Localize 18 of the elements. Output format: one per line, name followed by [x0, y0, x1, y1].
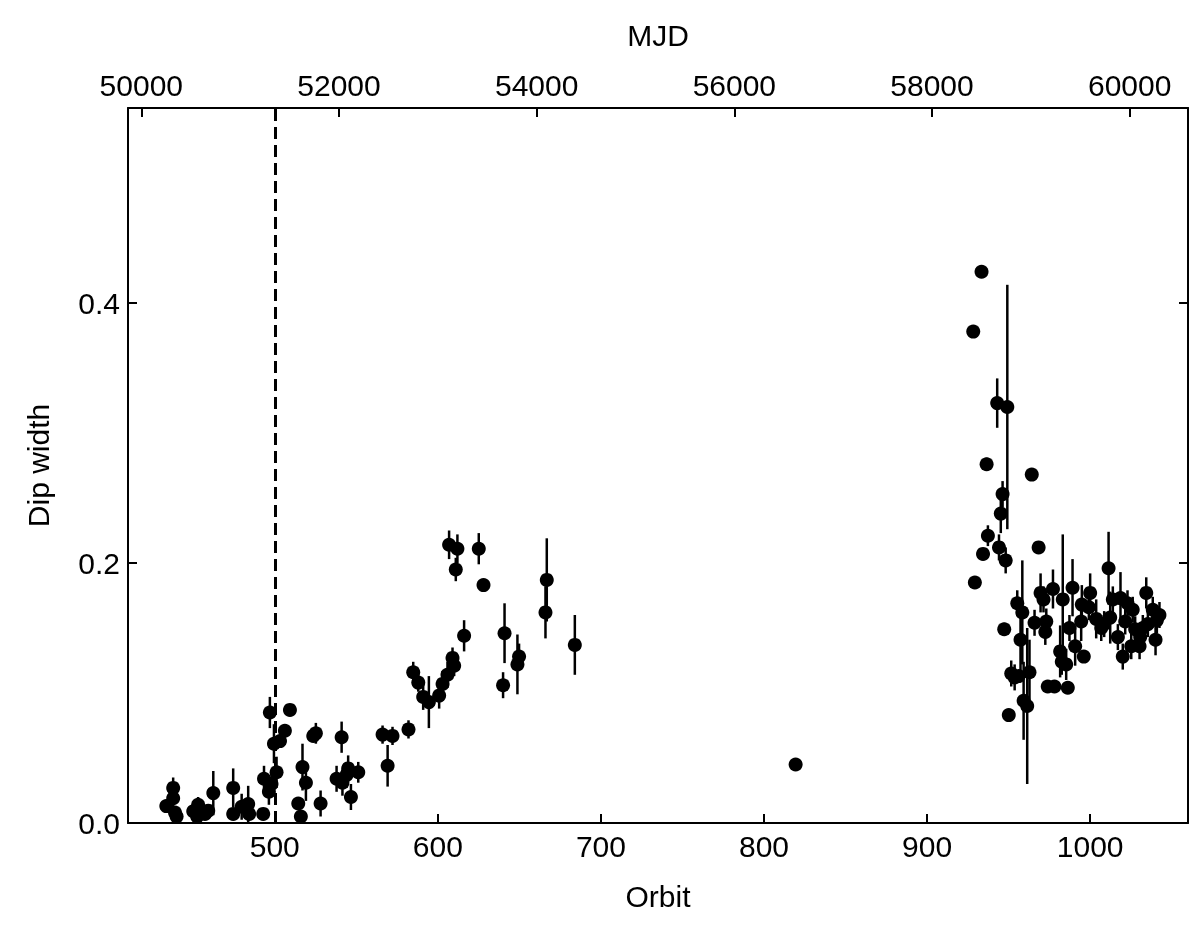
y-tick-label: 0.4	[78, 286, 120, 320]
x2-tick-label: 52000	[297, 68, 381, 102]
x-axis-title: Orbit	[625, 879, 692, 913]
x-tick-label: 1000	[1056, 829, 1124, 863]
x-tick-label: 500	[249, 829, 300, 863]
x-tick-label: 800	[738, 829, 790, 863]
x-tick-label: 700	[575, 829, 626, 863]
x-tick-label: 600	[412, 829, 463, 863]
y-axis-title: Dip width	[21, 403, 55, 528]
x2-tick-label: 60000	[1087, 68, 1172, 102]
x2-axis-title: MJD	[627, 18, 689, 52]
y-tick-label: 0.2	[78, 546, 120, 580]
x2-tick-label: 50000	[99, 68, 184, 102]
y-tick-label: 0.0	[78, 806, 120, 840]
x2-tick-label: 54000	[494, 68, 579, 102]
x2-tick-label: 58000	[890, 68, 974, 102]
x-tick-label: 900	[902, 829, 953, 863]
x2-tick-label: 56000	[692, 68, 777, 102]
